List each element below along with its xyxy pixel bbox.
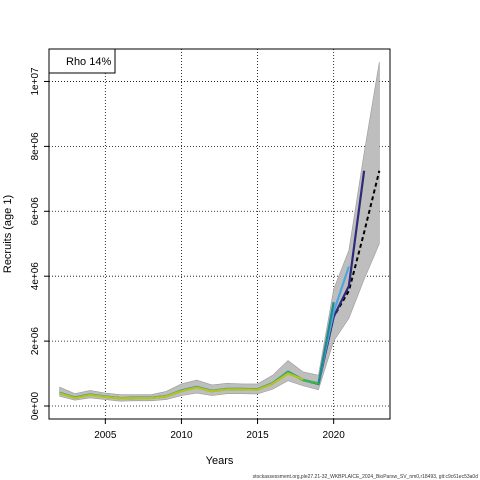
x-axis: 2005 2010 2015 2020 xyxy=(94,419,345,441)
x-tick-label: 2015 xyxy=(246,430,269,441)
confidence-band xyxy=(59,61,380,402)
legend-box xyxy=(48,48,116,74)
y-axis-title: Recruits (age 1) xyxy=(2,195,14,273)
y-tick-label: 0e+00 xyxy=(30,392,41,421)
series-lines-layer xyxy=(59,170,381,400)
y-tick-label: 4e+06 xyxy=(30,262,41,291)
y-tick-label: 6e+06 xyxy=(30,197,41,226)
x-tick-label: 2005 xyxy=(94,430,117,441)
x-tick-label: 2020 xyxy=(323,430,346,441)
y-tick-label: 8e+06 xyxy=(30,132,41,161)
retro-peel-line xyxy=(59,372,304,400)
footer-text: stockassessment.org,ple27.21-32_WKBPLAIC… xyxy=(253,474,479,480)
y-axis: 0e+00 2e+06 4e+06 6e+06 8e+06 1e+07 xyxy=(30,67,49,420)
grid-lines xyxy=(49,49,390,419)
y-tick-label: 1e+07 xyxy=(30,67,41,96)
x-axis-title: Years xyxy=(206,455,234,467)
legend-entry: Rho 14% xyxy=(66,56,111,68)
estimate-line-dashed xyxy=(59,170,381,400)
legend: Rho 14% xyxy=(48,48,116,74)
y-tick-label: 2e+06 xyxy=(30,327,41,356)
plot-frame xyxy=(48,48,391,420)
x-tick-label: 2010 xyxy=(170,430,193,441)
confidence-band-layer xyxy=(59,61,380,402)
